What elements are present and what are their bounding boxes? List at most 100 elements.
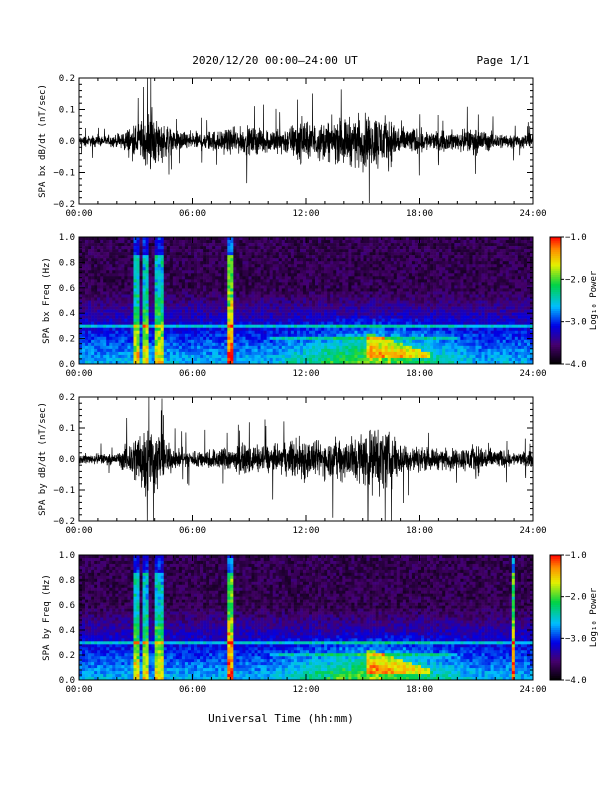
heat-cell	[181, 303, 186, 307]
heat-cell	[393, 297, 398, 301]
heat-cell	[333, 255, 337, 259]
heat-cell	[88, 336, 92, 341]
heat-cell	[239, 348, 243, 353]
heat-cell	[112, 279, 116, 283]
heat-cell	[399, 258, 404, 262]
heat-cell	[393, 351, 398, 356]
heat-cell	[390, 285, 395, 289]
heat-cell	[351, 339, 355, 344]
heat-cell	[405, 297, 410, 301]
heat-cell	[97, 291, 101, 295]
heat-cell	[351, 273, 355, 277]
heat-cell	[215, 249, 219, 253]
heat-cell	[306, 282, 310, 286]
heat-cell	[221, 237, 225, 241]
heat-cell	[257, 360, 261, 365]
heat-cell	[181, 261, 186, 265]
heat-cell	[157, 351, 162, 356]
heat-cell	[390, 348, 395, 353]
heat-cell	[330, 342, 334, 347]
heat-cell	[318, 291, 322, 295]
heat-cell	[142, 306, 146, 310]
heat-cell	[330, 267, 334, 271]
heat-cell	[427, 243, 431, 247]
heat-cell	[160, 312, 165, 316]
heat-cell	[384, 303, 389, 307]
heat-cell	[187, 267, 192, 271]
heat-cell	[103, 306, 107, 310]
heat-cell	[248, 300, 252, 304]
heat-cell	[227, 327, 231, 332]
heat-cell	[309, 258, 313, 262]
heat-cell	[212, 345, 216, 350]
heat-cell	[124, 327, 128, 332]
heat-cell	[378, 270, 382, 274]
heat-cell	[284, 243, 289, 247]
heat-cell	[112, 351, 116, 356]
heat-cell	[109, 312, 113, 316]
heat-cell	[139, 354, 143, 359]
heat-cell	[85, 309, 89, 313]
heat-cell	[109, 354, 113, 359]
heat-cell	[348, 315, 352, 319]
heat-cell	[221, 264, 225, 268]
heat-cell	[318, 309, 322, 313]
heat-cell	[414, 306, 419, 310]
heat-cell	[369, 273, 373, 277]
heat-cell	[369, 315, 373, 319]
heat-cell	[178, 336, 183, 341]
heat-cell	[142, 270, 146, 274]
heat-cell	[145, 258, 149, 262]
heat-cell	[378, 279, 382, 283]
heat-cell	[369, 348, 373, 353]
heat-cell	[284, 237, 289, 241]
heat-cell	[275, 297, 280, 301]
heat-cell	[233, 273, 237, 277]
heat-cell	[327, 264, 331, 268]
heat-cell	[351, 309, 355, 313]
heat-cell	[324, 273, 328, 277]
heat-cell	[230, 279, 234, 283]
heat-cell	[339, 246, 343, 250]
heat-cell	[387, 336, 392, 341]
heat-cell	[184, 285, 189, 289]
heat-cell	[312, 297, 316, 301]
heat-cell	[109, 348, 113, 353]
heat-cell	[130, 267, 134, 271]
heat-cell	[251, 264, 255, 268]
heat-cell	[230, 288, 234, 292]
heat-cell	[366, 330, 370, 335]
heat-cell	[251, 321, 255, 325]
heat-cell	[427, 285, 431, 289]
heat-cell	[142, 318, 146, 322]
heat-cell	[197, 324, 201, 329]
heat-cell	[360, 237, 364, 241]
heat-cell	[91, 282, 95, 286]
heat-cell	[421, 342, 425, 347]
heat-cell	[296, 333, 301, 338]
heat-cell	[411, 315, 416, 319]
heat-cell	[393, 243, 398, 247]
heat-cell	[290, 297, 295, 301]
heat-cell	[215, 297, 219, 301]
heat-cell	[327, 243, 331, 247]
heat-cell	[345, 300, 349, 304]
heat-cell	[178, 303, 183, 307]
heat-cell	[408, 258, 413, 262]
heat-cell	[166, 261, 171, 265]
heat-cell	[424, 246, 428, 250]
heat-cell	[178, 327, 183, 332]
heat-cell	[154, 321, 158, 325]
heat-cell	[290, 264, 295, 268]
heat-cell	[348, 270, 352, 274]
heat-cell	[296, 357, 301, 362]
heat-cell	[393, 237, 398, 241]
heat-cell	[127, 354, 131, 359]
heat-cell	[133, 288, 137, 292]
heat-cell	[242, 354, 246, 359]
heat-cell	[315, 342, 319, 347]
heat-cell	[372, 315, 376, 319]
heat-cell	[312, 327, 316, 332]
heat-cell	[169, 324, 174, 329]
heat-cell	[85, 246, 89, 250]
